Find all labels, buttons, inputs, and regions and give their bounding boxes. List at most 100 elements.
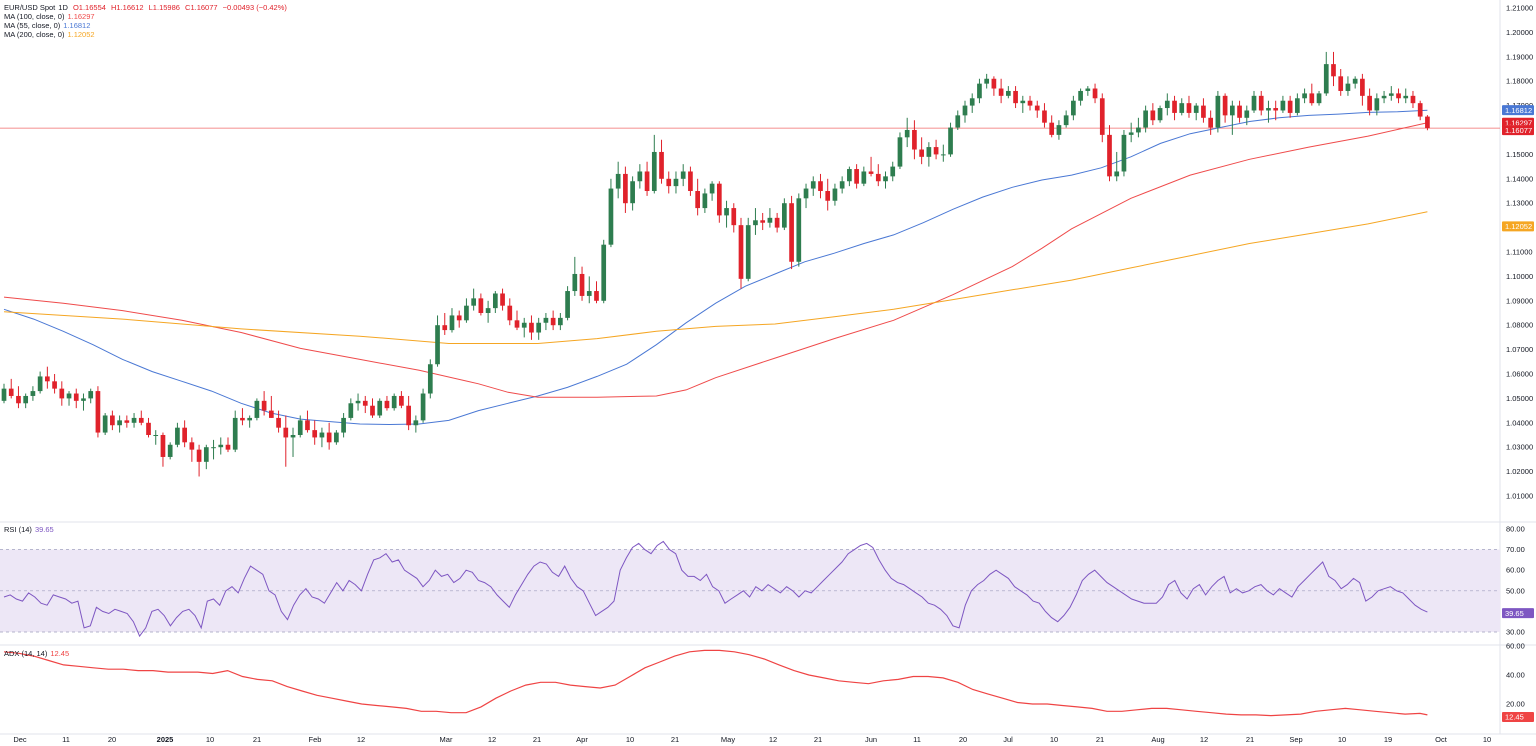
candle (810, 176, 816, 196)
candle (1136, 117, 1141, 138)
candle-body (406, 405, 411, 426)
candle (709, 181, 715, 201)
candle-body (1374, 98, 1380, 111)
candle (218, 437, 224, 455)
time-axis[interactable]: Dec 11 20 2025 10 21 Feb 12 Mar 12 21 Apr 10 21 May 12 2… (13, 735, 1491, 744)
candle (608, 178, 614, 248)
candle (724, 200, 729, 228)
candle-body (196, 449, 202, 462)
candle (8, 378, 14, 399)
candle (630, 176, 635, 211)
candle-body (1056, 125, 1062, 135)
ma55-legend[interactable]: MA (55, close, 0) 1.16812 (4, 21, 93, 30)
adx-legend[interactable]: ADX (14, 14) 12.45 (4, 649, 72, 658)
candle-body (868, 171, 874, 174)
candle (847, 166, 852, 187)
candle-body (1020, 100, 1026, 104)
candle-body (782, 203, 787, 228)
price-tick-label: 1.10000 (1506, 272, 1533, 281)
candle (377, 398, 383, 418)
candle (420, 388, 426, 423)
candle (189, 437, 195, 462)
candle (1381, 90, 1387, 104)
candle-body (969, 98, 975, 106)
adx-tick-label: 20.00 (1506, 700, 1525, 709)
candle-body (153, 435, 159, 436)
candle-body (413, 420, 419, 426)
adx-value: 12.45 (50, 649, 70, 658)
price-tick-label: 1.05000 (1506, 394, 1533, 403)
time-tick-label: 10 (626, 735, 634, 744)
candle (1186, 95, 1192, 118)
candle-body (529, 322, 534, 333)
candle-body (738, 225, 744, 279)
candle-body (962, 105, 968, 116)
candle (1295, 93, 1300, 116)
candle-body (167, 444, 173, 457)
candle-body (138, 417, 144, 423)
candle (319, 427, 325, 448)
candle (95, 386, 101, 438)
time-tick-label: Dec (13, 735, 27, 744)
ma100-legend[interactable]: MA (100, close, 0) 1.16297 (4, 12, 98, 21)
candle (969, 93, 975, 113)
candle-body (543, 317, 549, 323)
ma100-label: MA (100, close, 0) (4, 12, 65, 21)
candle-body (117, 420, 122, 426)
candle (59, 381, 65, 406)
candle (558, 313, 563, 331)
candle-body (1071, 100, 1076, 116)
candle (1338, 69, 1344, 96)
adx-tick-label: 60.00 (1506, 642, 1525, 651)
candle (1172, 95, 1177, 121)
candle (1085, 86, 1091, 96)
candle-body (268, 410, 274, 418)
candle-body (572, 273, 578, 292)
candle-body (355, 400, 361, 404)
candle (586, 276, 592, 304)
candle-body (1222, 95, 1228, 116)
ma200-legend[interactable]: MA (200, close, 0) 1.12052 (4, 30, 98, 39)
time-tick-label: 21 (814, 735, 822, 744)
candle (572, 256, 578, 296)
candle (276, 410, 281, 433)
rsi-line-layer (3, 540, 1428, 638)
candle-body (435, 325, 440, 365)
candle-body (326, 432, 332, 443)
candle-body (1193, 105, 1199, 113)
candle (514, 310, 520, 331)
symbol-legend[interactable]: EUR/USD Spot 1D O1.16554 H1.16612 L1.1598… (4, 3, 290, 12)
candle-body (854, 169, 859, 184)
candle-body (767, 217, 773, 223)
candle-body (1179, 103, 1185, 113)
candle (182, 420, 187, 448)
candle-body (1302, 93, 1307, 99)
candle (37, 371, 43, 394)
candle (789, 195, 794, 270)
candle-body (810, 181, 816, 189)
candle-body (890, 166, 896, 177)
candle-body (1316, 93, 1322, 104)
candle-body (500, 293, 505, 306)
candle (948, 122, 953, 157)
price-tick-label: 1.18000 (1506, 77, 1533, 86)
candle-body (774, 217, 780, 228)
candle (1388, 86, 1394, 101)
candle-body (818, 181, 823, 191)
candle-body (240, 417, 245, 421)
rsi-legend[interactable]: RSI (14) 39.65 (4, 525, 57, 534)
ohlc-close: C1.16077 (185, 3, 218, 12)
candle-body (724, 208, 729, 216)
candle-body (1150, 110, 1156, 121)
symbol-name: EUR/USD Spot (4, 3, 56, 12)
candle (753, 208, 758, 235)
candle (955, 110, 961, 130)
rsi-line (3, 540, 1428, 638)
candle (839, 176, 845, 194)
price-tick-label: 1.13000 (1506, 199, 1533, 208)
candle (1056, 120, 1062, 140)
candle-body (984, 78, 990, 84)
candle-body (1309, 93, 1315, 104)
candle-body (536, 322, 542, 333)
